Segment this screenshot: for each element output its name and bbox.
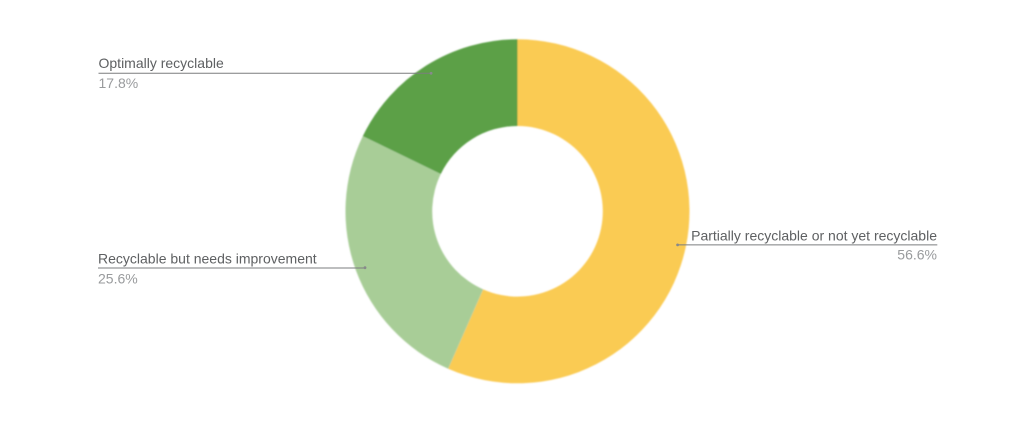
svg-text:Optimally recyclable: Optimally recyclable	[99, 55, 224, 71]
svg-text:Partially recyclable or not ye: Partially recyclable or not yet recyclab…	[691, 227, 937, 243]
svg-text:17.8%: 17.8%	[99, 75, 139, 91]
svg-text:56.6%: 56.6%	[897, 247, 937, 263]
svg-text:Recyclable but needs improveme: Recyclable but needs improvement	[98, 250, 317, 266]
svg-text:25.6%: 25.6%	[98, 270, 138, 286]
